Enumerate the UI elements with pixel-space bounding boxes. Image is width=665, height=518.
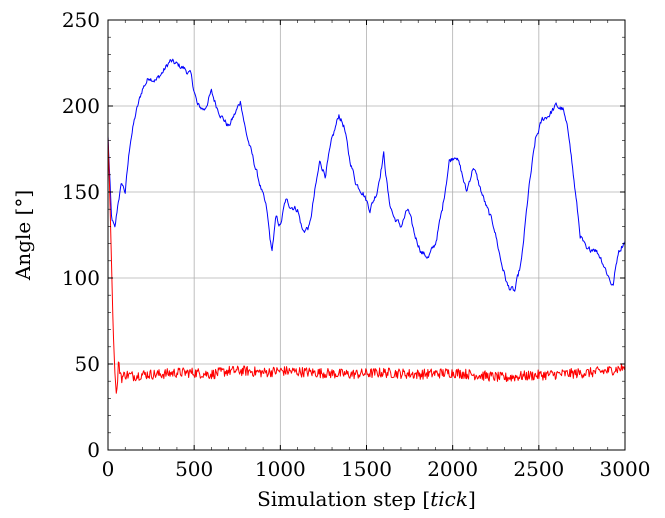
x-axis-label-unit: tick (430, 487, 468, 511)
y-tick-label: 150 (62, 180, 100, 204)
tick-labels: 0 500 1000 1500 2000 2500 3000 0 50 100 150 200 250 (62, 8, 651, 481)
x-tick-label: 2500 (513, 457, 564, 481)
x-tick-label: 2000 (427, 457, 478, 481)
series-layer (107, 58, 626, 394)
x-tick-label: 1000 (255, 457, 306, 481)
y-tick-label: 100 (62, 266, 100, 290)
y-tick-label: 50 (75, 352, 100, 376)
x-axis-label-bracket-open: [ (416, 487, 430, 511)
x-tick-label: 1500 (341, 457, 392, 481)
series-line-1 (107, 58, 626, 292)
x-axis-label: Simulation step [tick] (257, 487, 476, 511)
y-axis-label: Angle [°] (11, 190, 35, 281)
x-tick-label: 500 (175, 457, 213, 481)
y-tick-label: 250 (62, 8, 100, 32)
x-tick-label: 0 (102, 457, 115, 481)
plot-frame (107, 19, 626, 451)
series-line-2 (107, 136, 626, 394)
grid (107, 19, 626, 451)
x-axis-label-text: Simulation step (257, 487, 416, 511)
x-tick-label: 3000 (600, 457, 651, 481)
y-tick-label: 200 (62, 94, 100, 118)
y-tick-label: 0 (87, 438, 100, 462)
x-axis-label-bracket-close: ] (468, 487, 476, 511)
